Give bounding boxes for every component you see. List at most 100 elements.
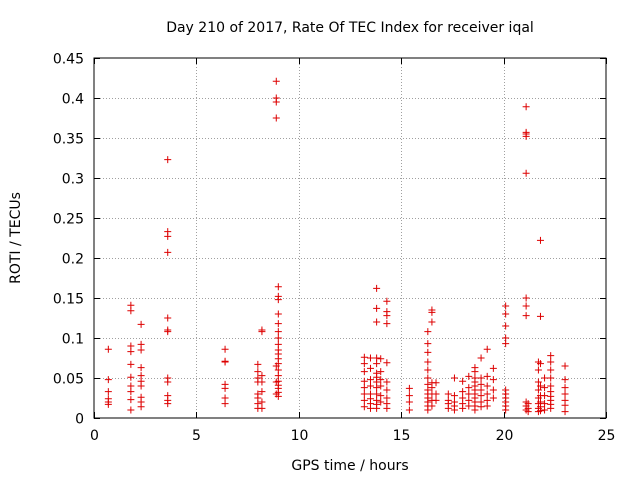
- data-point: [489, 386, 497, 394]
- data-point: [164, 314, 172, 322]
- data-point: [459, 404, 467, 412]
- data-point: [127, 396, 135, 404]
- data-point: [459, 377, 467, 385]
- data-point: [450, 392, 458, 400]
- data-point: [522, 312, 530, 320]
- y-tick-label: 0.05: [53, 372, 84, 388]
- data-point: [383, 359, 391, 367]
- data-point: [444, 390, 452, 398]
- data-point: [536, 236, 544, 244]
- data-point: [477, 392, 485, 400]
- y-tick-label: 0.45: [53, 52, 84, 68]
- data-point: [366, 382, 374, 390]
- data-point: [534, 386, 542, 394]
- data-point: [465, 372, 473, 380]
- data-point: [383, 297, 391, 305]
- data-point: [561, 408, 569, 416]
- data-point: [432, 396, 440, 404]
- data-point: [258, 388, 266, 396]
- x-tick-label: 5: [192, 428, 201, 444]
- data-point: [104, 345, 112, 353]
- data-point: [373, 284, 381, 292]
- x-axis-label: GPS time / hours: [291, 458, 408, 474]
- data-point: [489, 394, 497, 402]
- data-point: [377, 392, 385, 400]
- data-point: [489, 376, 497, 384]
- data-point: [483, 390, 491, 398]
- data-point: [274, 320, 282, 328]
- data-point: [547, 404, 555, 412]
- data-point: [405, 392, 413, 400]
- data-point: [377, 368, 385, 376]
- data-point: [465, 390, 473, 398]
- data-point: [274, 310, 282, 318]
- data-point: [471, 368, 479, 376]
- data-point: [366, 354, 374, 362]
- data-point: [272, 98, 280, 106]
- data-point: [424, 366, 432, 374]
- data-point: [258, 328, 266, 336]
- data-point: [541, 384, 549, 392]
- data-point: [373, 384, 381, 392]
- data-point: [377, 398, 385, 406]
- data-point: [428, 402, 436, 410]
- data-point: [137, 382, 145, 390]
- data-point: [127, 406, 135, 414]
- chart-title: Day 210 of 2017, Rate Of TEC Index for r…: [166, 20, 534, 36]
- data-point: [502, 302, 510, 310]
- data-point: [383, 386, 391, 394]
- data-point: [360, 396, 368, 404]
- data-point: [424, 358, 432, 366]
- x-tick-label: 15: [393, 428, 411, 444]
- data-point: [164, 328, 172, 336]
- data-point: [360, 368, 368, 376]
- data-point: [541, 406, 549, 414]
- y-tick-label: 0.3: [62, 172, 84, 188]
- data-point: [254, 368, 262, 376]
- data-point: [424, 374, 432, 382]
- data-point: [522, 103, 530, 111]
- data-point: [258, 404, 266, 412]
- grid: [94, 58, 606, 418]
- data-point: [377, 376, 385, 384]
- data-point: [274, 334, 282, 342]
- data-point: [522, 294, 530, 302]
- data-point: [561, 390, 569, 398]
- data-point: [483, 372, 491, 380]
- x-tick-label: 0: [90, 428, 99, 444]
- data-point: [424, 340, 432, 348]
- data-point: [373, 304, 381, 312]
- data-point: [127, 388, 135, 396]
- data-point: [258, 372, 266, 380]
- data-point: [459, 388, 467, 396]
- data-point: [360, 390, 368, 398]
- data-point: [465, 384, 473, 392]
- data-point: [272, 77, 280, 85]
- data-point: [383, 312, 391, 320]
- data-point: [164, 156, 172, 164]
- data-point: [127, 307, 135, 315]
- y-tick-label: 0: [75, 412, 84, 428]
- data-point: [432, 390, 440, 398]
- data-point: [547, 366, 555, 374]
- data-point: [137, 320, 145, 328]
- data-point: [104, 400, 112, 408]
- data-point: [373, 318, 381, 326]
- data-point: [489, 364, 497, 372]
- data-point: [272, 114, 280, 122]
- data-point: [547, 358, 555, 366]
- data-point: [360, 403, 368, 411]
- data-point: [502, 406, 510, 414]
- data-point: [541, 374, 549, 382]
- data-point: [502, 322, 510, 330]
- data-point: [127, 348, 135, 356]
- y-tick-label: 0.15: [53, 292, 84, 308]
- data-point: [561, 362, 569, 370]
- data-point: [383, 320, 391, 328]
- data-point: [137, 346, 145, 354]
- data-point: [405, 406, 413, 414]
- data-point: [274, 296, 282, 304]
- data-point: [536, 360, 544, 368]
- data-point: [524, 408, 532, 416]
- y-tick-label: 0.4: [62, 92, 84, 108]
